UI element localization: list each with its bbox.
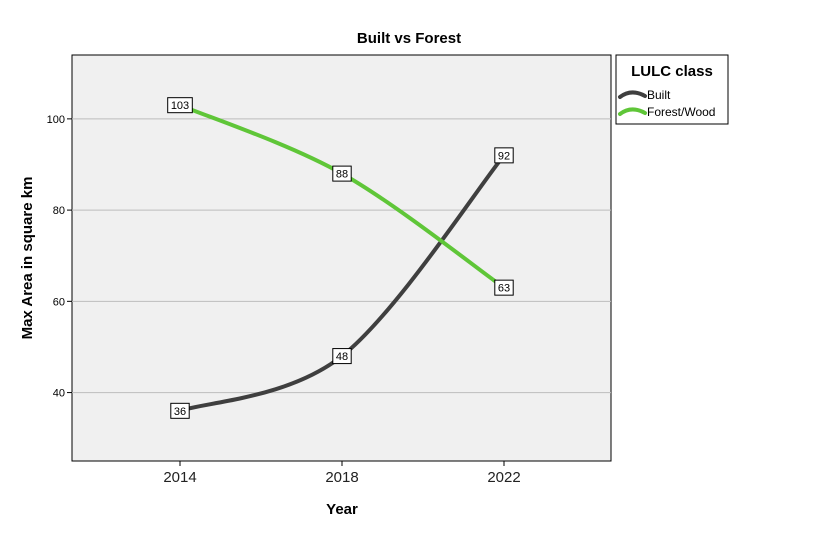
legend-item-forest-wood: Forest/Wood xyxy=(618,105,715,119)
y-tick-label-60: 60 xyxy=(53,296,65,308)
legend-item-built: Built xyxy=(618,88,671,102)
legend-label-built: Built xyxy=(647,88,671,102)
data-label-box xyxy=(494,279,514,296)
x-axis-ticks: 2014 2018 2022 xyxy=(163,461,521,486)
data-label-box xyxy=(332,348,352,365)
y-tick-label-80: 80 xyxy=(53,205,65,217)
plot-background xyxy=(71,54,612,462)
data-label-built-2014: 36 xyxy=(170,402,190,419)
legend-swatch-built xyxy=(618,90,647,99)
y-tick-label-100: 100 xyxy=(47,114,65,126)
data-label-text: 48 xyxy=(336,351,348,363)
gridlines xyxy=(72,118,611,394)
legend-label-forest-wood: Forest/Wood xyxy=(647,105,715,119)
data-label-box xyxy=(170,402,190,419)
data-label-text: 63 xyxy=(498,283,510,295)
data-label-box xyxy=(167,97,193,114)
data-label-forest-wood-2022: 63 xyxy=(494,279,514,296)
data-label-text: 92 xyxy=(498,150,510,162)
plot-area: 40 60 80 100 2014 2018 2022 36 48 92 103 88 63 xyxy=(47,54,612,486)
data-label-built-2022: 92 xyxy=(494,147,514,164)
x-tick-label-2022: 2022 xyxy=(487,469,520,486)
legend: LULC class Built Forest/Wood xyxy=(615,54,729,125)
data-label-forest-wood-2014: 103 xyxy=(167,97,193,114)
x-tick-label-2014: 2014 xyxy=(163,469,196,486)
legend-swatch-forest-wood xyxy=(618,107,647,116)
data-label-forest-wood-2018: 88 xyxy=(332,165,352,182)
data-labels: 36 48 92 103 88 63 xyxy=(167,97,514,419)
y-axis-title: Max Area in square km xyxy=(19,177,36,340)
chart-title: Built vs Forest xyxy=(357,30,461,47)
y-tick-label-40: 40 xyxy=(53,388,65,400)
x-axis-title: Year xyxy=(326,501,358,518)
legend-items: Built Forest/Wood xyxy=(618,88,715,119)
data-label-text: 88 xyxy=(336,169,348,181)
data-label-text: 36 xyxy=(174,406,186,418)
y-axis-ticks: 40 60 80 100 xyxy=(47,114,72,400)
data-label-box xyxy=(494,147,514,164)
x-tick-label-2018: 2018 xyxy=(325,469,358,486)
legend-title: LULC class xyxy=(631,63,713,80)
legend-box xyxy=(615,54,729,125)
data-label-built-2018: 48 xyxy=(332,348,352,365)
data-label-text: 103 xyxy=(171,100,189,112)
data-label-box xyxy=(332,165,352,182)
